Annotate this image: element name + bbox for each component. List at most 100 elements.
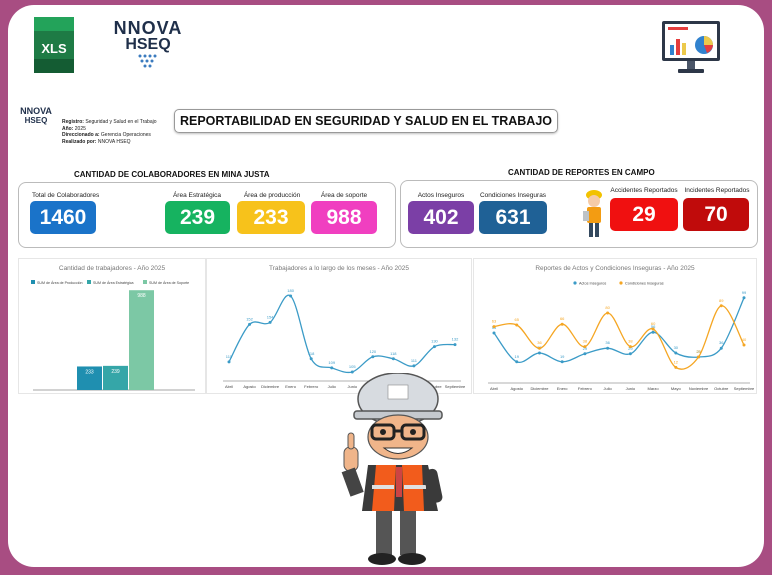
x-tick-label: Agosto (511, 386, 524, 391)
x-tick-label: Julio (604, 386, 613, 391)
data-label: 118 (308, 351, 315, 356)
legend-label: Condiciones Inseguras (625, 282, 664, 286)
data-label: 130 (431, 339, 438, 344)
data-point (289, 294, 293, 298)
data-point (651, 327, 655, 331)
data-point (492, 331, 496, 335)
data-label: 65 (515, 317, 520, 322)
data-point (268, 320, 272, 324)
area-soporte-label: Área de soporte (320, 192, 368, 199)
accidentes-reportados-value: 29 (610, 198, 678, 231)
data-point (560, 322, 564, 326)
reportes-section-title: CANTIDAD DE REPORTES EN CAMPO (508, 168, 655, 177)
legend-label: SUM de Área de Producción (37, 281, 83, 285)
data-point (628, 352, 632, 356)
meta-row: Año: 2025 (62, 125, 86, 132)
data-point (453, 343, 457, 347)
series-line (493, 297, 745, 364)
page-title: REPORTABILIDAD EN SEGURIDAD Y SALUD EN E… (174, 109, 558, 133)
data-point (492, 325, 496, 329)
x-tick-label: Octubre (427, 384, 442, 389)
area-estrategica-label: Área Estratégica (172, 192, 222, 199)
data-label: 154 (267, 314, 274, 319)
data-label: 118 (390, 351, 397, 356)
legend-marker (619, 281, 623, 285)
data-label: 38 (583, 339, 588, 344)
x-tick-label: Mayo (671, 386, 682, 391)
chart1-title: Cantidad de trabajadores - Año 2025 (58, 265, 166, 272)
data-label: 132 (452, 337, 459, 342)
data-point (697, 355, 701, 359)
data-point (583, 352, 587, 356)
data-point (515, 323, 519, 327)
chart3-svg: Abril Agosto Diciembre Enero Febrero Julio Jun… (488, 281, 755, 391)
legend-swatch (143, 280, 147, 284)
xls-text: XLS (41, 41, 67, 56)
legend-label: SUM de Área Estratégica (93, 281, 134, 285)
data-label: 63 (492, 319, 497, 324)
data-point (742, 296, 746, 300)
worker-small-icon (580, 189, 608, 241)
legend-swatch (87, 280, 91, 284)
report-meta: Registro: Seguridad y Salud en el Trabaj… (62, 119, 157, 145)
data-point (719, 346, 723, 350)
data-point (391, 357, 395, 361)
meta-row: Registro: Seguridad y Salud en el Trabaj… (62, 119, 157, 125)
x-tick-label: Diciembre (530, 386, 549, 391)
dashboard-monitor-icon[interactable] (660, 19, 722, 77)
nnova-hseq-logo: NNOVA HSEQ (108, 19, 188, 75)
meta-row: Realizado por: NNOVA HSEQ (62, 138, 131, 145)
data-point (537, 351, 541, 355)
data-point (350, 370, 354, 374)
x-tick-label: Noviembre (689, 386, 709, 391)
chart1-svg: SUM de Área de Producción SUM de Área Est… (31, 280, 195, 391)
x-tick-label: Abril (490, 386, 498, 391)
header-logo: NNOVA HSEQ (16, 107, 56, 126)
x-tick-label: Enero (557, 386, 568, 391)
data-point (330, 366, 334, 370)
data-label: 36 (537, 340, 542, 345)
actos-inseguros-label: Actos Inseguros (417, 192, 465, 199)
data-point (674, 365, 678, 369)
x-tick-label: Septiembre (445, 384, 466, 389)
logo-dots-icon (138, 54, 157, 68)
data-label: 56 (651, 324, 656, 329)
area-estrategica-value: 239 (165, 201, 230, 234)
x-tick-label: Septiembre (734, 386, 755, 391)
data-point (371, 355, 375, 359)
bar (77, 366, 102, 390)
data-point (606, 346, 610, 350)
data-point (309, 357, 313, 361)
data-label: 180 (287, 288, 294, 293)
area-produccion-label: Área de producción (243, 192, 301, 199)
meta-row: Direccionado a: Gerencia Operaciones (62, 132, 151, 138)
chart-meses-panel: Trabajadores a lo largo de los meses - A… (206, 258, 472, 394)
data-label: 25 (696, 349, 701, 354)
x-tick-label: Junio (347, 384, 357, 389)
bar (103, 365, 128, 390)
data-point (742, 343, 746, 347)
data-point (537, 346, 541, 350)
excel-file-icon[interactable]: XLS (32, 15, 76, 75)
bar (129, 290, 154, 390)
x-tick-label: Febrero (578, 386, 593, 391)
data-label: 29 (583, 346, 588, 351)
data-point (719, 304, 723, 308)
dashboard-card: XLS NNOVA HSEQ (8, 5, 764, 567)
data-label: 30 (674, 345, 679, 350)
chart3-title: Reportes de Actos y Condiciones Insegura… (535, 265, 695, 272)
data-label: 120 (369, 349, 376, 354)
data-label: 60 (651, 321, 656, 326)
chart-actos-condiciones-panel: Reportes de Actos y Condiciones Insegura… (473, 258, 757, 394)
data-label: 988 (137, 293, 146, 299)
condiciones-inseguras-label: Condiciones Inseguras (479, 192, 547, 199)
x-tick-label: Julio (328, 384, 337, 389)
data-point (651, 330, 655, 334)
x-tick-label: Enero (285, 384, 296, 389)
total-colaboradores-value: 1460 (30, 201, 96, 234)
data-point (628, 345, 632, 349)
accidentes-reportados-label: Accidentes Reportados (610, 187, 678, 194)
colaboradores-section-title: CANTIDAD DE COLABORADORES EN MINA JUSTA (74, 170, 270, 179)
x-tick-label: Agosto (243, 384, 256, 389)
data-label: 233 (85, 369, 94, 375)
